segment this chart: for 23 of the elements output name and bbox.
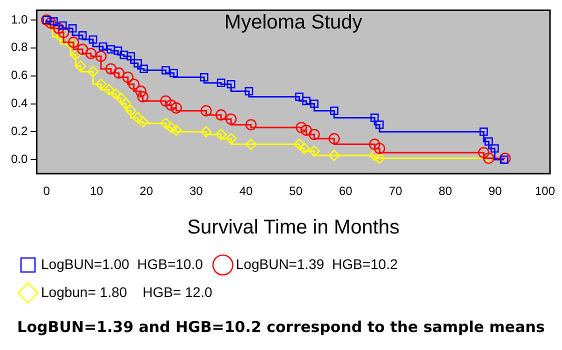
x-tick-label: 30 bbox=[189, 184, 204, 198]
x-tick-label: 40 bbox=[239, 184, 253, 198]
x-tick-label: 10 bbox=[90, 184, 104, 198]
y-tick-label: 0.2 bbox=[10, 124, 28, 138]
chart-title: Myeloma Study bbox=[224, 12, 362, 34]
legend-label: Logbun= 1.80 HGB= 12.0 bbox=[41, 284, 212, 300]
x-tick-label: 80 bbox=[438, 184, 452, 198]
x-tick-label: 70 bbox=[388, 184, 402, 198]
y-tick-label: 0.4 bbox=[10, 96, 28, 110]
x-tick-label: 90 bbox=[488, 184, 502, 198]
y-tick-label: 1.0 bbox=[10, 12, 28, 26]
y-tick-label: 0.8 bbox=[10, 40, 28, 54]
y-tick-label: 0.0 bbox=[10, 152, 28, 166]
x-tick-label: 60 bbox=[338, 184, 353, 198]
x-tick-label: 100 bbox=[535, 184, 556, 198]
y-tick-label: 0.6 bbox=[10, 68, 28, 82]
x-axis-title: Survival Time in Months bbox=[187, 216, 400, 239]
legend-label: LogBUN=1.00 HGB=10.0 bbox=[41, 256, 204, 272]
x-tick-label: 20 bbox=[140, 184, 154, 198]
x-tick-label: 50 bbox=[289, 184, 303, 198]
text: LogBUN=1.39 and HGB=10.2 correspond to the sample means bbox=[16, 318, 546, 336]
x-tick-label: 0 bbox=[43, 184, 50, 198]
legend-label: LogBUN=1.39 HGB=10.2 bbox=[236, 256, 398, 272]
